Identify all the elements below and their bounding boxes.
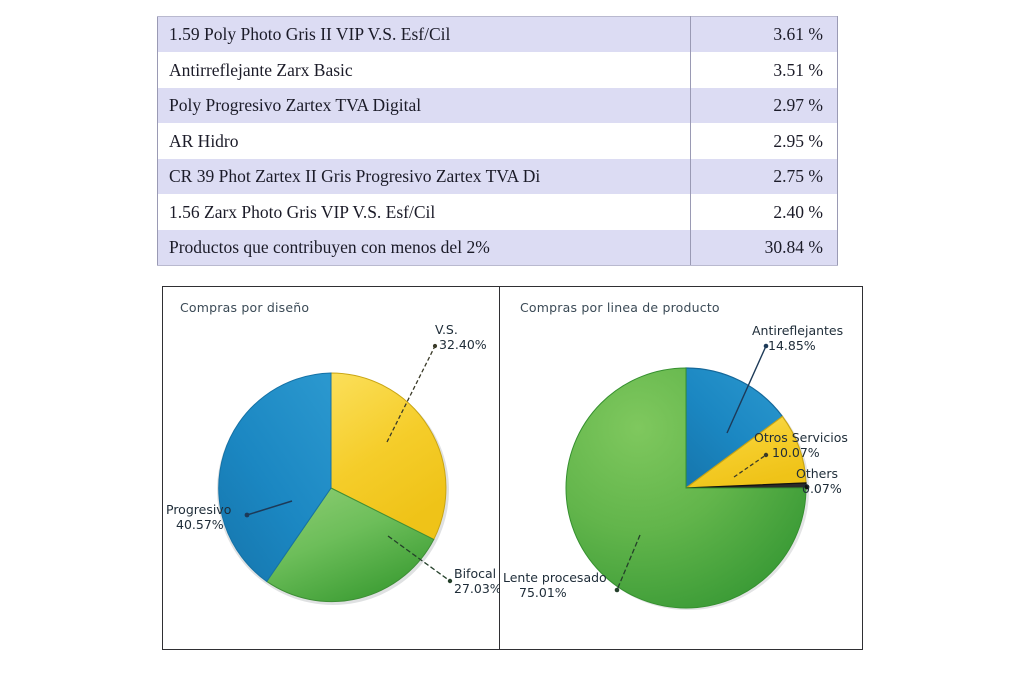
- pie-slice-bifocal: [266, 487, 435, 603]
- pie-slice-vs: [330, 372, 447, 541]
- pie-label-otros-servicios: Otros Servicios 10.07%: [754, 430, 862, 461]
- pie-slice-progresivo: [218, 372, 332, 583]
- leader-line-lente: [616, 534, 641, 591]
- leader-line-antirreflejantes: [726, 345, 767, 434]
- product-name-cell: 1.56 Zarx Photo Gris VIP V.S. Esf/Cil: [157, 194, 691, 230]
- pie-label-vs: V.S. 32.40%: [435, 322, 499, 353]
- pie-chart-linea: [565, 343, 810, 610]
- pie-label-otros-servicios-name: Otros Servicios: [754, 430, 848, 445]
- pie-label-others: Others 0.07%: [796, 466, 862, 497]
- leader-dot-bifocal: [447, 578, 453, 584]
- table-row: Productos que contribuyen con menos del …: [157, 229, 838, 266]
- product-value-cell: 3.51 %: [690, 52, 838, 88]
- product-contribution-table: 1.59 Poly Photo Gris II VIP V.S. Esf/Cil…: [157, 16, 838, 266]
- chart-panel-compras-por-linea: Compras por linea de producto Antirefle: [499, 287, 862, 649]
- pie-label-lente-procesado-name: Lente procesado: [503, 570, 607, 585]
- table-row: Poly Progresivo Zartex TVA Digital 2.97 …: [157, 87, 838, 123]
- pie-slice-antirreflejantes: [685, 367, 784, 490]
- leader-dot-progresivo: [244, 512, 250, 518]
- pie-label-bifocal: Bifocal 27.03%: [454, 566, 499, 597]
- pie-label-lente-procesado-pct: 75.01%: [519, 584, 567, 600]
- charts-container: Compras por diseño: [162, 286, 863, 650]
- pie-label-bifocal-name: Bifocal: [454, 566, 497, 581]
- product-value-cell: 3.61 %: [690, 16, 838, 52]
- product-value-cell: 2.97 %: [690, 87, 838, 123]
- chart-title: Compras por linea de producto: [520, 300, 720, 315]
- chart-title: Compras por diseño: [180, 300, 310, 315]
- table-row: Antirreflejante Zarx Basic 3.51 %: [157, 52, 838, 88]
- leader-line-progresivo: [246, 500, 293, 516]
- product-name-cell: AR Hidro: [157, 123, 691, 159]
- pie-label-progresivo-pct: 40.57%: [176, 516, 224, 532]
- leader-dot-vs: [432, 343, 438, 349]
- table-row: AR Hidro 2.95 %: [157, 123, 838, 159]
- table-body: 1.59 Poly Photo Gris II VIP V.S. Esf/Cil…: [157, 16, 838, 266]
- product-name-cell: Poly Progresivo Zartex TVA Digital: [157, 87, 691, 123]
- product-value-cell: 2.75 %: [690, 158, 838, 194]
- table-row: CR 39 Phot Zartex II Gris Progresivo Zar…: [157, 158, 838, 194]
- pie-slice-lente-procesado: [565, 367, 807, 609]
- product-name-cell: Antirreflejante Zarx Basic: [157, 52, 691, 88]
- pie-label-antirreflejantes-pct: 14.85%: [768, 337, 816, 353]
- leader-dot-lente: [614, 587, 620, 593]
- leader-dot-antirreflejantes: [763, 343, 769, 349]
- product-value-cell: 30.84 %: [690, 229, 838, 266]
- leader-dot-others: [804, 484, 810, 490]
- product-value-cell: 2.95 %: [690, 123, 838, 159]
- pie-label-otros-servicios-pct: 10.07%: [772, 444, 820, 460]
- chart-panel-compras-por-diseno: Compras por diseño: [163, 287, 499, 649]
- table-row: 1.56 Zarx Photo Gris VIP V.S. Esf/Cil 2.…: [157, 194, 838, 230]
- leader-line-vs: [386, 345, 436, 443]
- product-name-cell: 1.59 Poly Photo Gris II VIP V.S. Esf/Cil: [157, 16, 691, 52]
- pie-label-antirreflejantes: Antireflejantes 14.85%: [752, 323, 862, 354]
- pie-label-bifocal-pct: 27.03%: [454, 580, 499, 596]
- table-row: 1.59 Poly Photo Gris II VIP V.S. Esf/Cil…: [157, 16, 838, 52]
- pie-label-progresivo: Progresivo 40.57%: [166, 502, 244, 533]
- pie-label-antirreflejantes-name: Antireflejantes: [752, 323, 844, 338]
- product-name-cell: Productos que contribuyen con menos del …: [157, 229, 691, 266]
- pie-label-lente-procesado: Lente procesado 75.01%: [503, 570, 623, 601]
- pie-label-others-name: Others: [796, 466, 839, 481]
- pie-label-progresivo-name: Progresivo: [166, 502, 232, 517]
- pie-label-vs-pct: 32.40%: [439, 336, 487, 352]
- pie-label-vs-name: V.S.: [435, 322, 458, 337]
- product-name-cell: CR 39 Phot Zartex II Gris Progresivo Zar…: [157, 158, 691, 194]
- product-value-cell: 2.40 %: [690, 194, 838, 230]
- leader-line-bifocal: [387, 535, 451, 582]
- pie-label-others-pct: 0.07%: [802, 480, 842, 496]
- pie-chart-diseno: [217, 343, 453, 605]
- leader-dot-otros: [763, 452, 769, 458]
